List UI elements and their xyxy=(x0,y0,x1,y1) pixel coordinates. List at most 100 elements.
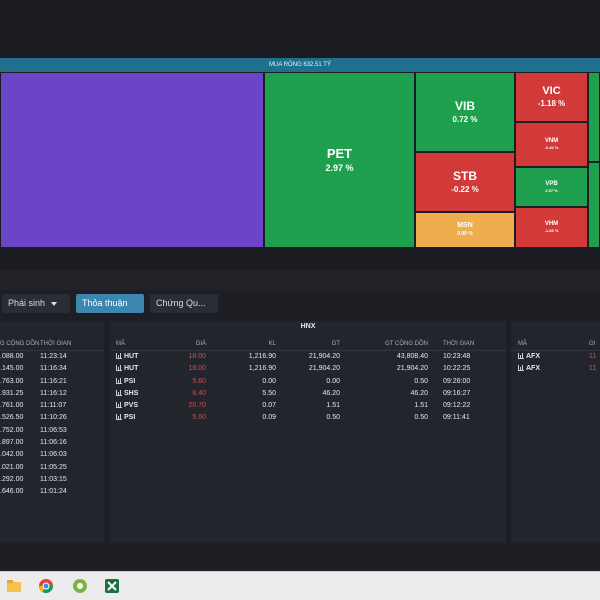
app-icon[interactable] xyxy=(72,578,88,594)
cell-volume: 5.50 xyxy=(262,389,276,397)
table-header: G CỘNG DỒN THỜI GIAN xyxy=(0,333,104,351)
treemap-tile-pet[interactable]: PET 2.97 % xyxy=(264,72,415,248)
table-row[interactable]: PSI 5.60 0.09 0.50 0.50 09:11:41 xyxy=(110,412,506,424)
cell-volume: 0.07 xyxy=(262,402,276,410)
tile-change: 0.00 % xyxy=(457,230,473,237)
hnx-title: HNX xyxy=(300,323,316,330)
derivatives-dropdown[interactable]: Phái sinh xyxy=(2,294,70,313)
table-row[interactable]: .897.00 11:06:16 xyxy=(0,437,104,449)
cell-price: 8.40 xyxy=(192,389,206,397)
panel-title xyxy=(0,321,104,333)
chart-icon xyxy=(116,414,122,421)
chart-icon xyxy=(518,353,524,359)
cell-cumulative: .526.50 xyxy=(0,414,24,422)
treemap-tile-stb[interactable]: STB -0.22 % xyxy=(415,152,515,212)
right-trades-panel: MÃ GI AFX 11 AFX 11 xyxy=(511,321,600,543)
table-row[interactable]: .088.00 11:23:14 xyxy=(0,351,104,363)
table-row[interactable]: AFX 11 xyxy=(511,351,600,363)
col-time: THỜI GIAN xyxy=(443,341,475,347)
table-row[interactable]: .646.00 11:01:24 xyxy=(0,486,104,498)
cell-symbol[interactable]: PSI xyxy=(116,412,135,424)
cell-time: 10:23:48 xyxy=(443,353,471,360)
treemap-tile[interactable] xyxy=(588,72,600,162)
table-row[interactable]: PSI 5.60 0.00 0.00 0.50 09:26:00 xyxy=(110,376,506,388)
cell-cumulative: 0.50 xyxy=(414,414,428,422)
cell-symbol[interactable]: AFX xyxy=(518,351,540,363)
section-divider xyxy=(0,248,600,270)
table-row[interactable]: .752.00 11:06:53 xyxy=(0,425,104,437)
col-cumulative: G CỘNG DỒN xyxy=(0,341,40,347)
cell-time: 09:11:41 xyxy=(443,414,470,422)
tile-change: 2.97 % xyxy=(325,162,354,173)
col-value: GT xyxy=(331,341,340,347)
treemap-tile-vpb[interactable]: VPB 2.97 % xyxy=(515,167,588,207)
cell-volume: 0.00 xyxy=(262,377,276,385)
symbol-text: HUT xyxy=(124,353,139,360)
cell-time: 11:11:07 xyxy=(40,402,67,410)
cell-symbol[interactable]: HUT xyxy=(116,363,138,375)
table-row[interactable]: .292.00 11:03:15 xyxy=(0,474,104,486)
hnx-trades-panel: HNX MÃ GIÁ KL GT GT CỘNG DỒN THỜI GIAN H… xyxy=(110,321,506,543)
excel-icon[interactable] xyxy=(104,578,120,594)
treemap-tile-vib[interactable]: VIB 0.72 % xyxy=(415,72,515,152)
treemap-tile-vnm[interactable]: VNM -0.40 % xyxy=(515,122,588,167)
table-row[interactable]: .042.00 11:06:03 xyxy=(0,449,104,461)
table-row[interactable]: .931.25 11:16:12 xyxy=(0,388,104,400)
cell-cumulative: .145.00 xyxy=(0,365,24,373)
chart-icon xyxy=(518,365,524,372)
symbol-text: PSI xyxy=(124,377,136,385)
tile-symbol: STB xyxy=(453,169,477,184)
cell-value: 21,904.20 xyxy=(308,353,340,360)
file-explorer-icon[interactable] xyxy=(6,578,22,594)
table-row[interactable]: .021.00 11:05:25 xyxy=(0,462,104,474)
treemap-tile[interactable] xyxy=(0,72,264,248)
negotiated-dropdown[interactable]: Thỏa thuận xyxy=(76,294,144,325)
cell-value: 1.51 xyxy=(326,402,340,410)
tile-symbol: MSN xyxy=(457,222,473,230)
table-row[interactable]: SHS 8.40 5.50 46.20 46.20 09:16:27 xyxy=(110,388,506,400)
securities-dropdown[interactable]: Chứng Qu... xyxy=(150,294,218,325)
symbol-text: AFX xyxy=(526,353,540,360)
treemap-tile-msn[interactable]: MSN 0.00 % xyxy=(415,212,515,248)
table-body: .088.00 11:23:14 .145.00 11:16:34 .763.00 11:… xyxy=(0,351,104,499)
cell-price: 20.70 xyxy=(188,402,206,410)
cell-time: 11:23:14 xyxy=(40,353,67,360)
cell-symbol[interactable]: PSI xyxy=(116,376,135,388)
treemap: PET 2.97 % VIB 0.72 % STB -0.22 % MSN 0.… xyxy=(0,72,600,248)
chrome-icon[interactable] xyxy=(38,578,54,594)
cell-cumulative: 0.50 xyxy=(414,377,428,385)
filter-row: Phái sinh Thỏa thuận Chứng Qu... xyxy=(0,294,600,325)
table-row[interactable]: .761.00 11:11:07 xyxy=(0,400,104,412)
cell-symbol[interactable]: AFX xyxy=(518,363,540,375)
cell-time: 11:16:21 xyxy=(40,377,67,385)
cell-volume: 0.09 xyxy=(262,414,276,422)
table-row[interactable]: HUT 18.00 1,216.90 21,904.20 21,904.20 10:22:… xyxy=(110,363,506,375)
col-price: GIÁ xyxy=(195,341,206,347)
cell-cumulative: .931.25 xyxy=(0,389,24,397)
table-row[interactable]: PVS 20.70 0.07 1.51 1.51 09:12:22 xyxy=(110,400,506,412)
cell-symbol[interactable]: PVS xyxy=(116,400,138,412)
cell-value: 0.50 xyxy=(326,414,340,422)
symbol-text: SHS xyxy=(124,389,139,397)
tile-change: -0.40 % xyxy=(544,145,559,151)
table-row[interactable]: HUT 18.00 1,216.90 21,904.20 43,808.40 10:23:… xyxy=(110,351,506,363)
cell-cumulative: .292.00 xyxy=(0,475,24,483)
treemap-tile[interactable] xyxy=(588,162,600,248)
table-row[interactable]: AFX 11 xyxy=(511,363,600,375)
cell-cumulative: .646.00 xyxy=(0,488,24,496)
treemap-tile-vhm[interactable]: VHM -1.83 % xyxy=(515,207,588,248)
table-row[interactable]: .145.00 11:16:34 xyxy=(0,363,104,375)
cell-symbol[interactable]: SHS xyxy=(116,388,138,400)
symbol-text: AFX xyxy=(526,365,540,373)
table-row[interactable]: .526.50 11:10:26 xyxy=(0,412,104,424)
treemap-tile-vic[interactable]: VIC -1.18 % xyxy=(515,72,588,122)
cell-price: 5.60 xyxy=(192,414,206,422)
cell-symbol[interactable]: HUT xyxy=(116,351,138,363)
tile-symbol: VPB xyxy=(545,180,558,187)
table-row[interactable]: .763.00 11:16:21 xyxy=(0,376,104,388)
tile-change: 0.72 % xyxy=(452,114,478,124)
cell-time: 10:22:25 xyxy=(443,365,471,373)
cell-time: 11:06:03 xyxy=(40,451,67,459)
cell-cumulative: .042.00 xyxy=(0,451,24,459)
